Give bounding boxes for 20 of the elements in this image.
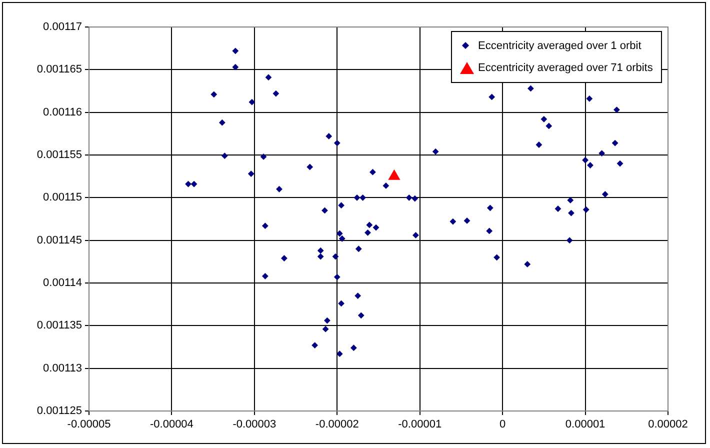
y-tick-label: 0.001155 xyxy=(36,149,82,162)
x-tick-label: -0.00004 xyxy=(150,418,194,431)
x-tick-label: 0 xyxy=(500,418,506,431)
y-tick-label: 0.001125 xyxy=(36,405,82,418)
x-tick-label: -0.00003 xyxy=(232,418,276,431)
y-tick-label: 0.001145 xyxy=(36,234,82,246)
y-tick-label: 0.001135 xyxy=(36,320,82,332)
x-tick-label: -0.00005 xyxy=(67,418,111,431)
x-tick-label: -0.00001 xyxy=(398,418,442,431)
y-tick-label: 0.00115 xyxy=(43,192,82,204)
legend-label: Eccentricity averaged over 71 orbits xyxy=(478,62,653,74)
legend-label: Eccentricity averaged over 1 orbit xyxy=(478,40,642,52)
x-tick-label: 0.00001 xyxy=(565,418,606,431)
y-tick-label: 0.00116 xyxy=(43,106,82,118)
x-tick-label: -0.00002 xyxy=(315,418,359,431)
x-tick-label: 0.00002 xyxy=(648,418,688,431)
y-tick-label: 0.00117 xyxy=(43,21,82,34)
y-tick-label: 0.00114 xyxy=(43,277,82,290)
y-tick-label: 0.001165 xyxy=(36,64,82,76)
y-tick-label: 0.00113 xyxy=(43,362,82,374)
